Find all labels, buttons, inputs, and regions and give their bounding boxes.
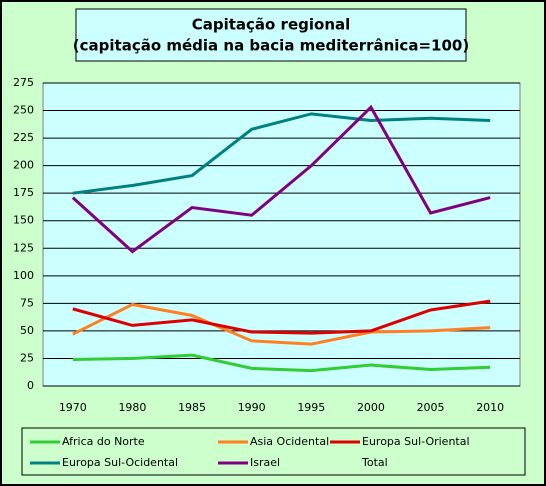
y-tick-label: 25 (20, 351, 34, 364)
y-tick-label: 50 (20, 324, 34, 337)
series-line (72, 302, 491, 346)
x-tick-label: 1980 (118, 401, 146, 414)
x-tick-label: 2005 (417, 401, 445, 414)
x-tick-label: 1985 (178, 401, 206, 414)
chart-subtitle: (capitação média na bacia mediterrânica=… (73, 37, 469, 55)
x-tick-label: 1990 (238, 401, 266, 414)
x-tick-label: 1970 (59, 401, 87, 414)
series-line (72, 112, 491, 195)
y-tick-label: 275 (13, 76, 34, 89)
legend-label: Israel (250, 456, 280, 469)
legend-label: Total (361, 456, 388, 469)
title-box (75, 8, 467, 62)
legend-label: Africa do Norte (62, 435, 145, 448)
x-tick-label: 2010 (476, 401, 504, 414)
series-line (71, 104, 491, 254)
x-tick-label: 1995 (297, 401, 325, 414)
y-tick-label: 175 (13, 186, 34, 199)
y-tick-label: 250 (13, 104, 34, 117)
y-tick-label: 200 (13, 159, 34, 172)
legend-label: Europa Sul-Ocidental (62, 456, 178, 469)
chart-title: Capitação regional (192, 16, 351, 34)
legend-label: Europa Sul-Oriental (362, 435, 470, 448)
y-tick-label: 225 (13, 131, 34, 144)
legend-label: Asia Ocidental (250, 435, 329, 448)
y-tick-label: 100 (13, 269, 34, 282)
y-tick-label: 150 (13, 214, 34, 227)
y-tick-label: 125 (13, 241, 34, 254)
series-line (72, 299, 491, 335)
series-line (72, 353, 491, 373)
y-tick-label: 75 (20, 296, 34, 309)
legend-box (21, 427, 526, 476)
y-tick-label: 0 (27, 379, 34, 392)
x-tick-label: 2000 (357, 401, 385, 414)
